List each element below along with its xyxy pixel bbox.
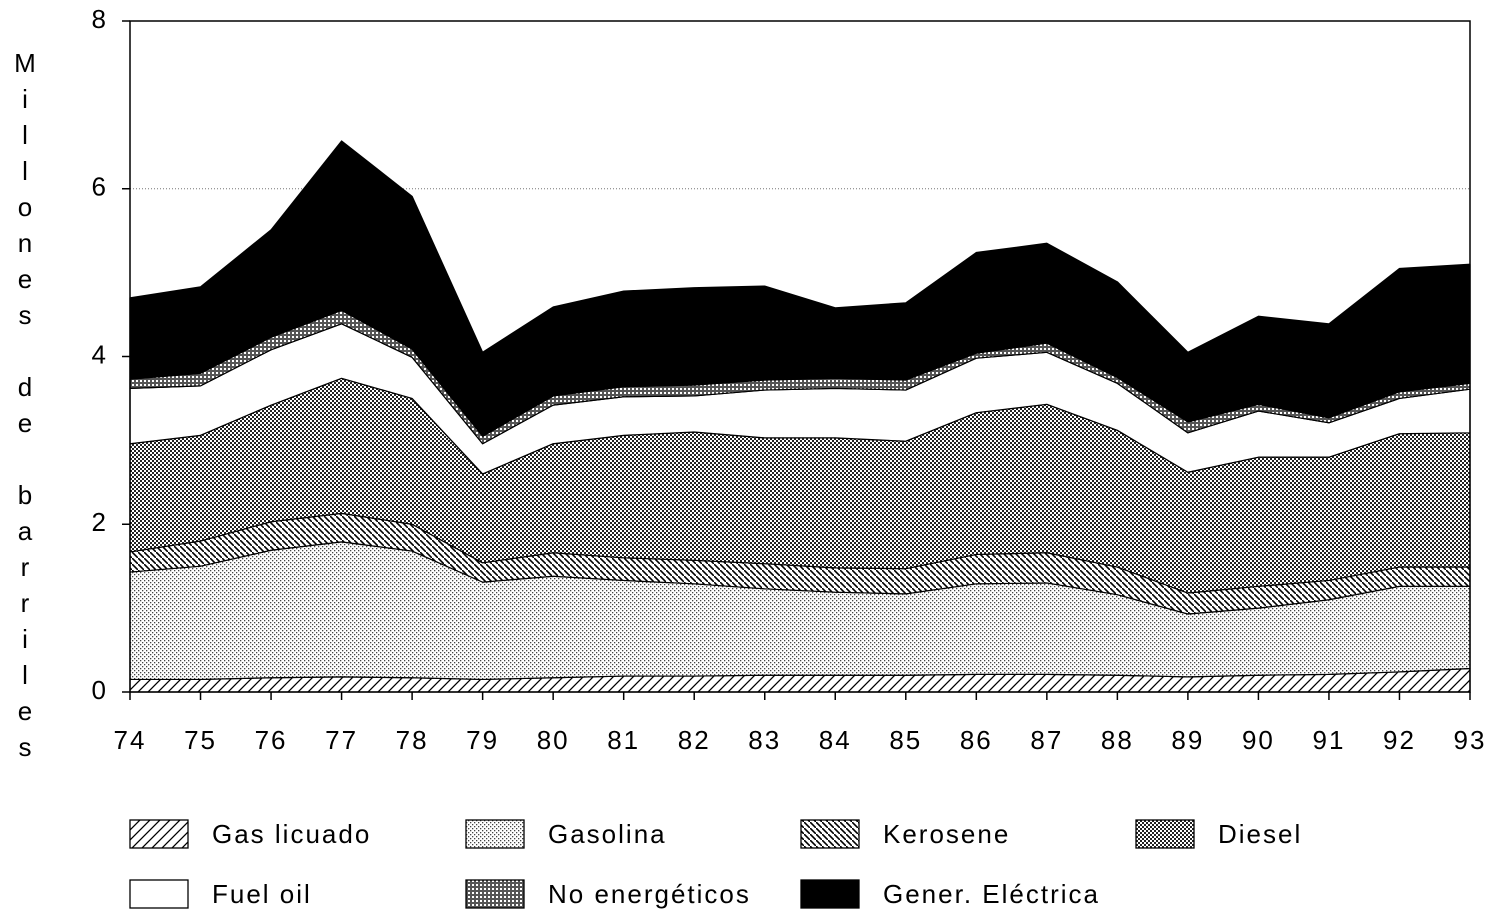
legend-swatch	[465, 879, 525, 909]
x-tick-label: 82	[678, 725, 711, 755]
y-tick-label: 6	[92, 172, 108, 202]
x-tick-label: 89	[1171, 725, 1204, 755]
x-tick-label: 80	[537, 725, 570, 755]
legend-swatch	[800, 819, 860, 849]
x-tick-label: 81	[607, 725, 640, 755]
y-tick-label: 8	[92, 4, 108, 34]
x-tick-label: 93	[1454, 725, 1487, 755]
legend-label: Gener. Eléctrica	[883, 879, 1100, 909]
x-tick-label: 92	[1383, 725, 1416, 755]
legend-label: Diesel	[1218, 819, 1302, 849]
x-tick-label: 83	[748, 725, 781, 755]
x-tick-label: 79	[466, 725, 499, 755]
legend-swatch	[800, 879, 860, 909]
x-tick-label: 90	[1242, 725, 1275, 755]
legend-label: Fuel oil	[212, 879, 312, 909]
x-tick-label: 88	[1101, 725, 1134, 755]
y-tick-label: 4	[92, 339, 108, 369]
x-tick-label: 91	[1312, 725, 1345, 755]
legend-swatch	[129, 879, 189, 909]
x-tick-label: 87	[1030, 725, 1063, 755]
legend-swatch	[1135, 819, 1195, 849]
legend-label: Gasolina	[548, 819, 667, 849]
x-tick-label: 74	[114, 725, 147, 755]
x-tick-label: 85	[889, 725, 922, 755]
x-tick-label: 77	[325, 725, 358, 755]
y-tick-label: 0	[92, 675, 108, 705]
x-tick-label: 76	[255, 725, 288, 755]
y-axis-label: Millones de barriles	[10, 48, 40, 768]
x-tick-label: 78	[396, 725, 429, 755]
legend-swatch	[465, 819, 525, 849]
legend-label: No energéticos	[548, 879, 751, 909]
x-tick-label: 75	[184, 725, 217, 755]
x-tick-label: 84	[819, 725, 852, 755]
x-tick-label: 86	[960, 725, 993, 755]
legend-label: Gas licuado	[212, 819, 371, 849]
legend-swatch	[129, 819, 189, 849]
y-tick-label: 2	[92, 507, 108, 537]
plot-frame	[129, 20, 1471, 693]
legend-label: Kerosene	[883, 819, 1010, 849]
